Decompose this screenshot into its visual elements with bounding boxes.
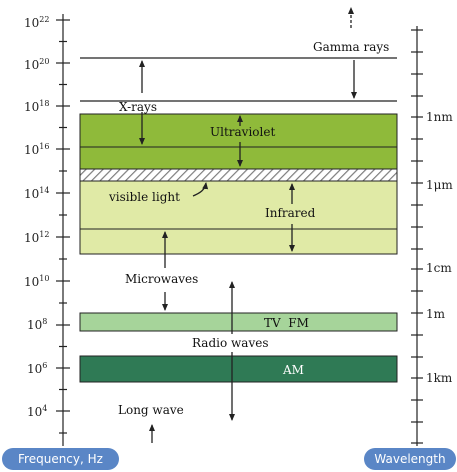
wave-tick-label-1km: 1km [426, 371, 453, 385]
visible-light-label: visible light [108, 190, 180, 204]
visible-light-band [79, 168, 398, 182]
microwaves-label: Microwaves [125, 272, 198, 286]
infrared-band-lower [79, 228, 398, 255]
frequency-tick-labels: 1022 1020 1018 1016 1014 1012 1010 108 1… [24, 15, 49, 419]
wave-tick-label-1m: 1m [426, 307, 446, 321]
freq-tick-label: 1020 [24, 57, 49, 72]
freq-tick-label: 1016 [24, 142, 49, 157]
freq-tick-label: 1022 [24, 15, 49, 30]
freq-tick-label: 1014 [24, 186, 49, 201]
freq-tick-label: 108 [27, 317, 47, 332]
region-labels: Gamma rays X-rays Ultraviolet visible li… [108, 40, 389, 417]
tv-fm-label: TV FM [264, 316, 309, 330]
wavelength-axis-label: Wavelength [364, 448, 456, 470]
visible-light-arrow [192, 182, 209, 197]
wave-tick-label-1um: 1μm [426, 178, 453, 192]
x-rays-label: X-rays [119, 100, 157, 114]
wavelength-ticks [411, 29, 423, 444]
frequency-axis-label: Frequency, Hz [2, 448, 119, 470]
freq-tick-label: 1018 [24, 99, 49, 114]
wave-tick-label-1cm: 1cm [426, 261, 452, 275]
radio-waves-label: Radio waves [192, 336, 269, 350]
wavelength-tick-labels: 1nm 1μm 1cm 1m 1km [426, 110, 453, 385]
gamma-rays-label: Gamma rays [313, 40, 389, 54]
ultraviolet-label: Ultraviolet [210, 125, 275, 139]
long-wave-label: Long wave [118, 403, 184, 417]
am-label: AM [282, 363, 304, 377]
frequency-minor-ticks [59, 40, 67, 434]
am-band [79, 355, 398, 383]
uv-band-lower [79, 146, 398, 170]
freq-tick-label: 1012 [24, 230, 49, 245]
tv-fm-band [79, 312, 398, 332]
freq-tick-label: 1010 [24, 274, 49, 289]
freq-tick-label: 104 [27, 404, 47, 419]
wave-tick-label-1nm: 1nm [426, 110, 453, 124]
region-arrows [139, 7, 357, 443]
infrared-label: Infrared [265, 206, 316, 220]
infrared-band-upper [79, 180, 398, 230]
freq-tick-label: 106 [27, 361, 47, 376]
frequency-major-ticks [56, 19, 70, 412]
